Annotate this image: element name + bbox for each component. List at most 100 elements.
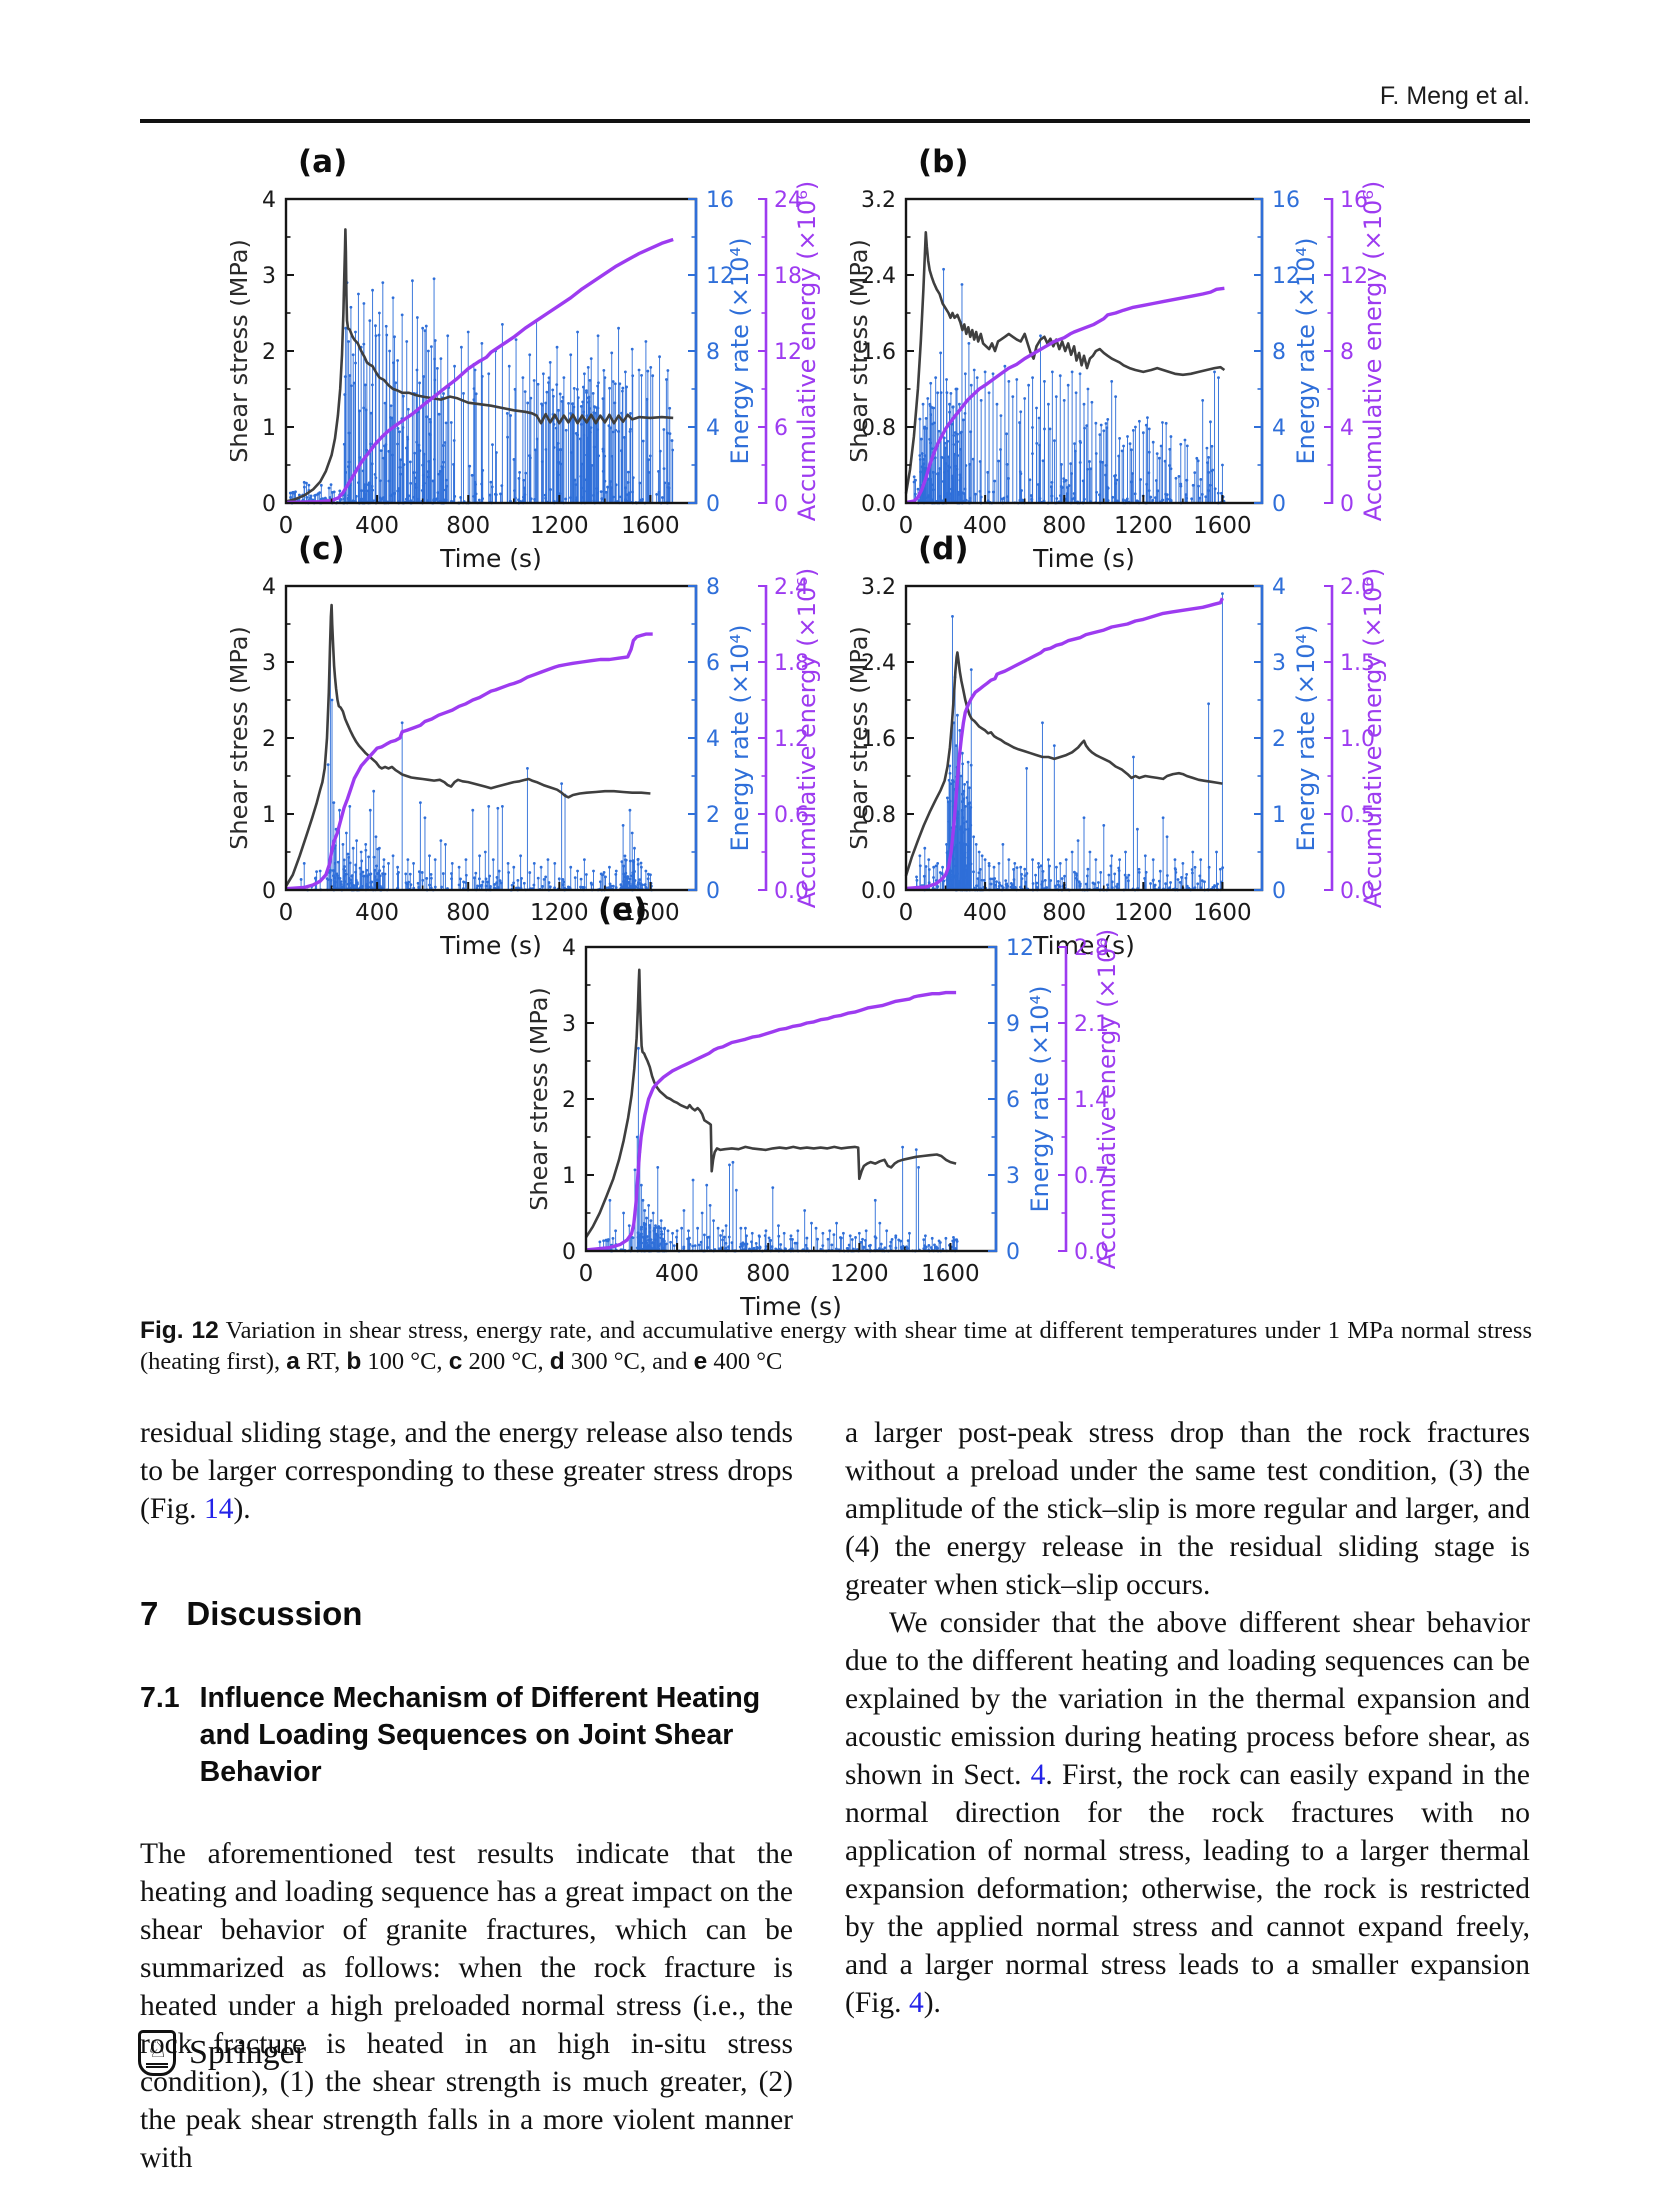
time-axis-ticks: 0 400 800 1200 1600 — [279, 882, 680, 926]
time-axis-ticks: 0 400 800 1200 1600 — [899, 495, 1252, 539]
tick-label: 0.0 — [1074, 1240, 1109, 1265]
tick-label: 2 — [262, 340, 276, 365]
paragraph-text: ). — [233, 1493, 251, 1525]
paragraph-text: . First, the rock can easily expand in t… — [845, 1759, 1530, 2019]
caption-segment: Fig. 12 — [140, 1317, 219, 1344]
tick-label: 12 — [1340, 264, 1368, 289]
plot-frame — [284, 584, 698, 892]
tick-label: 6 — [706, 651, 720, 676]
caption-segment: 400 °C — [707, 1347, 783, 1375]
tick-label: 1600 — [621, 513, 680, 539]
accumulative-energy-axis-title: Accumulative energy (×10⁶) — [793, 181, 821, 522]
tick-label: 0.7 — [1074, 1164, 1109, 1189]
accumulative-energy-axis: 0.0 0.6 1.2 1.8 2.4 — [758, 575, 809, 904]
tick-label: 12 — [1272, 264, 1300, 289]
accumulative-energy-axis-title: Accumulative energy (×10⁶) — [1359, 568, 1387, 909]
figure-ref-link[interactable]: 14 — [203, 1493, 234, 1525]
tick-label: 4 — [562, 936, 576, 961]
time-axis-ticks: 0 400 800 1200 1600 — [899, 882, 1252, 926]
tick-label: 0.5 — [1340, 803, 1375, 828]
tick-label: 400 — [963, 900, 1007, 926]
shear-axis-ticks: 0 1 2 3 4 — [262, 575, 294, 904]
tick-label: 0.8 — [861, 803, 896, 828]
caption-segment: RT, — [299, 1347, 347, 1375]
tick-label: 4 — [262, 188, 276, 213]
tick-label: 0 — [706, 492, 720, 517]
tick-label: 3 — [1272, 651, 1286, 676]
section-heading: 7 Discussion — [140, 1594, 793, 1634]
tick-label: 0.0 — [861, 879, 896, 904]
running-head: F. Meng et al. — [1379, 82, 1530, 110]
tick-label: 800 — [1042, 513, 1086, 539]
tick-label: 8 — [706, 575, 720, 600]
chart-panel-d: 0.0 0.8 1.6 2.4 3.2 0 400 800 1200 1600 0 1 2 3 4 0.0 0.… — [850, 519, 1412, 960]
tick-label: 1200 — [1114, 900, 1173, 926]
tick-label: 12 — [774, 340, 802, 365]
tick-label: 8 — [1272, 340, 1286, 365]
shear-axis-ticks: 0.0 0.8 1.6 2.4 3.2 — [861, 575, 914, 904]
tick-label: 3.2 — [861, 575, 896, 600]
tick-label: 4 — [1272, 575, 1286, 600]
paragraph-text: The aforementioned test results indicate… — [140, 1838, 793, 2174]
tick-label: 1.8 — [774, 651, 809, 676]
figure-caption: Fig. 12 Variation in shear stress, energ… — [140, 1316, 1532, 1377]
figure-ref-link[interactable]: 4 — [908, 1987, 924, 2019]
paragraph-text: a larger post-peak stress drop than the … — [845, 1417, 1530, 1601]
body-columns: residual sliding stage, and the energy r… — [140, 1414, 1530, 2177]
tick-label: 0 — [579, 1261, 594, 1287]
shear-stress-line — [904, 231, 1226, 494]
tick-label: 2 — [262, 727, 276, 752]
tick-label: 2.1 — [1074, 1012, 1109, 1037]
tick-label: 0 — [1272, 492, 1286, 517]
tick-label: 2.4 — [774, 575, 809, 600]
shear-stress-line — [904, 651, 1223, 877]
caption-segment: 200 °C, — [462, 1347, 550, 1375]
subsection-title: Influence Mechanism of Different Heating… — [199, 1682, 761, 1788]
tick-label: 16 — [1340, 188, 1368, 213]
accumulative-energy-line — [905, 597, 1224, 891]
accumulative-energy-axis: 0 4 8 12 16 — [1324, 188, 1368, 517]
tick-label: 3 — [562, 1012, 576, 1037]
tick-label: 2 — [1272, 727, 1286, 752]
shear-axis-ticks: 0 1 2 3 4 — [262, 188, 294, 517]
tick-label: 6 — [774, 416, 788, 441]
energy-rate-spikes — [912, 592, 1225, 892]
tick-label: 1200 — [530, 513, 589, 539]
tick-label: 1 — [562, 1164, 576, 1189]
tick-label: 400 — [963, 513, 1007, 539]
paragraph-text: ). — [923, 1987, 941, 2019]
tick-label: 6 — [1006, 1088, 1020, 1113]
accumulative-energy-axis: 0 6 12 18 24 — [758, 188, 802, 517]
caption-segment: e — [693, 1347, 708, 1375]
tick-label: 2.4 — [861, 264, 896, 289]
tick-label: 16 — [1272, 188, 1300, 213]
accumulative-energy-axis-title: Accumulative energy (×10⁶) — [1359, 181, 1387, 522]
tick-label: 3 — [1006, 1164, 1020, 1189]
energy-rate-axis-title: Energy rate (×10⁴) — [1026, 985, 1054, 1212]
tick-label: 3.2 — [861, 188, 896, 213]
tick-label: 400 — [355, 900, 399, 926]
tick-label: 0 — [562, 1240, 576, 1265]
section-number: 7 — [140, 1595, 159, 1632]
paragraph-text: residual sliding stage, and the energy r… — [140, 1417, 793, 1525]
x-axis-title: Time (s) — [1032, 931, 1135, 960]
energy-rate-spikes — [912, 267, 1226, 505]
tick-label: 400 — [655, 1261, 699, 1287]
shear-stress-line — [285, 228, 674, 503]
accumulative-energy-axis-title: Accumulative energy (×10⁶) — [793, 568, 821, 909]
subsection-number: 7.1 — [140, 1682, 180, 1714]
tick-label: 1200 — [830, 1261, 889, 1287]
tick-label: 800 — [446, 513, 490, 539]
paragraph: a larger post-peak stress drop than the … — [845, 1414, 1530, 1604]
tick-label: 4 — [706, 727, 720, 752]
tick-label: 1.0 — [1340, 727, 1375, 752]
section-ref-link[interactable]: 4 — [1030, 1759, 1046, 1791]
shear-stress-line — [584, 968, 957, 1239]
shear-stress-axis-title: Shear stress (MPa) — [850, 626, 873, 850]
shear-stress-axis-title: Shear stress (MPa) — [850, 239, 873, 463]
tick-label: 0.0 — [774, 879, 809, 904]
tick-label: 0 — [1340, 492, 1354, 517]
accumulative-energy-line — [585, 990, 957, 1252]
